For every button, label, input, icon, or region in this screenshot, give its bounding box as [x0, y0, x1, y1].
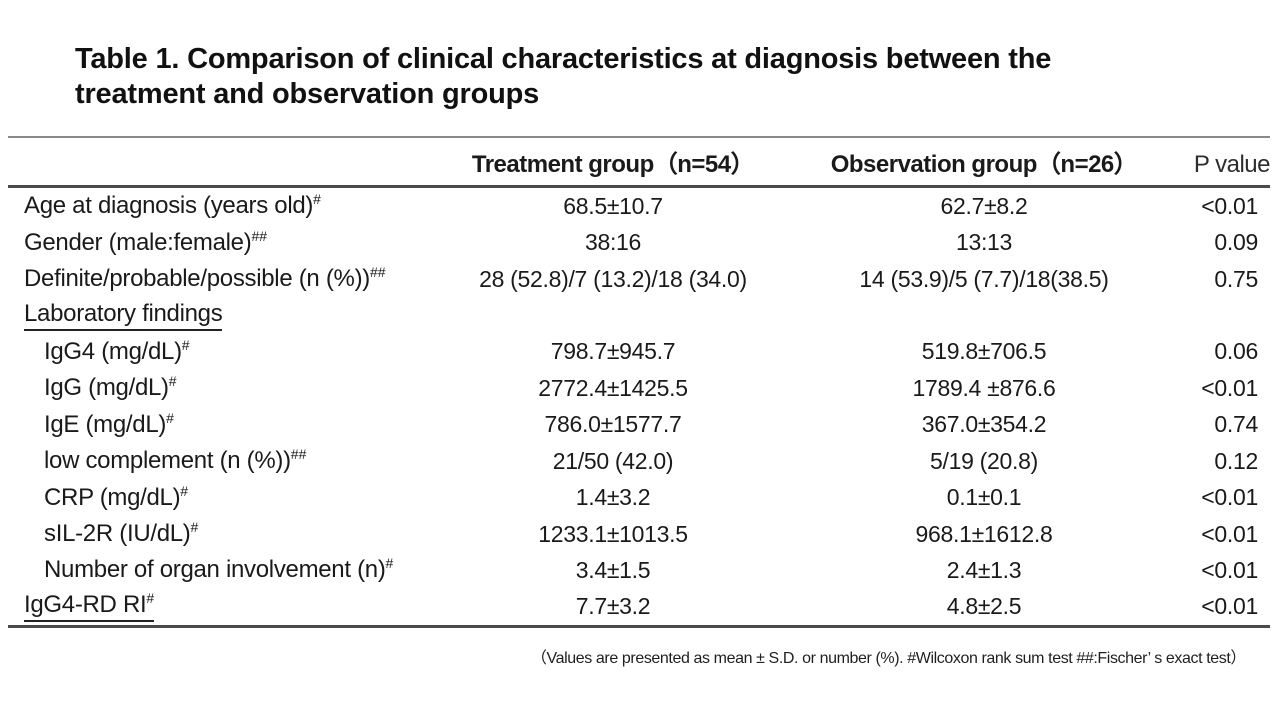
table-title-line1: Table 1. Comparison of clinical characte… [75, 43, 1052, 75]
row-label-text: low complement (n (%)) [44, 447, 291, 475]
row-label: IgG4-RD RI# [8, 590, 438, 623]
table-top-rule [8, 136, 1270, 138]
observation-value: 13:13 [955, 229, 1013, 256]
observation-value: 4.8±2.5 [946, 593, 1022, 620]
table-row-low-complement: low complement (n (%))## 21/50 (42.0) 5/… [8, 443, 1270, 479]
row-label: IgG (mg/dL)# [8, 374, 438, 402]
footnote-marker: # [146, 590, 155, 607]
p-value: <0.01 [1201, 484, 1258, 511]
p-value: <0.01 [1201, 556, 1258, 583]
treatment-value: 1.4±3.2 [575, 484, 651, 511]
treatment-value: 28 (52.8)/7 (13.2)/18 (34.0) [479, 265, 747, 292]
treatment-value: 798.7±945.7 [550, 338, 676, 365]
table-row-gender: Gender (male:female)## 38:16 13:13 0.09 [8, 224, 1270, 260]
row-label: low complement (n (%))## [8, 447, 438, 475]
observation-value: 1789.4 ±876.6 [912, 374, 1056, 401]
treatment-value: 68.5±10.7 [563, 192, 663, 219]
row-label-text: sIL-2R (IU/dL) [44, 520, 191, 547]
footnote-marker: ## [251, 227, 268, 244]
row-label-text: CRP (mg/dL) [44, 483, 181, 511]
table-row-igg: IgG (mg/dL)# 2772.4±1425.5 1789.4 ±876.6… [8, 370, 1270, 406]
treatment-value: 1233.1±1013.5 [538, 520, 688, 547]
observation-value: 519.8±706.5 [921, 338, 1047, 365]
table-title: Table 1. Comparison of clinical characte… [75, 42, 1215, 112]
row-label: Definite/probable/possible (n (%))## [8, 265, 438, 293]
treatment-value: 38:16 [584, 229, 642, 256]
underlined-label: IgG4-RD RI# [24, 590, 155, 623]
row-label-text: IgE (mg/dL) [44, 410, 167, 438]
table-row-sil2r: sIL-2R (IU/dL)# 1233.1±1013.5 968.1±1612… [8, 516, 1270, 552]
treatment-value: 7.7±3.2 [575, 593, 651, 620]
p-value: 0.12 [1214, 447, 1258, 474]
table-row-diagnosis-category: Definite/probable/possible (n (%))## 28 … [8, 261, 1270, 297]
footnote-marker: # [166, 409, 174, 426]
observation-value: 0.1±0.1 [946, 484, 1022, 511]
row-label-text: IgG (mg/dL) [44, 374, 169, 402]
header-p-value: P value [1193, 151, 1271, 178]
p-value: 0.06 [1214, 338, 1258, 365]
observation-value: 5/19 (20.8) [930, 447, 1038, 474]
p-value: <0.01 [1201, 374, 1258, 401]
table-header-row: Treatment group（n=54） Observation group（… [8, 138, 1271, 185]
observation-value: 968.1±1612.8 [915, 520, 1053, 547]
table-header-rule [8, 185, 1270, 188]
footnote-marker: # [180, 482, 189, 499]
row-label-text: Laboratory findings [24, 299, 223, 327]
table-body: Age at diagnosis (years old)# 68.5±10.7 … [8, 188, 1270, 625]
table-row-crp: CRP (mg/dL)# 1.4±3.2 0.1±0.1 <0.01 [8, 479, 1270, 515]
treatment-value: 21/50 (42.0) [552, 447, 674, 474]
p-value: <0.01 [1201, 593, 1258, 620]
row-label: Age at diagnosis (years old)# [8, 192, 438, 220]
footnote-marker: # [181, 336, 190, 353]
row-label: IgE (mg/dL)# [8, 411, 438, 439]
row-label: IgG4 (mg/dL)# [8, 338, 438, 366]
table-row-igg4: IgG4 (mg/dL)# 798.7±945.7 519.8±706.5 0.… [8, 334, 1270, 370]
row-label: CRP (mg/dL)# [8, 484, 438, 512]
p-value: <0.01 [1201, 520, 1258, 547]
section-label: Laboratory findings [8, 300, 438, 331]
row-label-text: IgG4 (mg/dL) [44, 337, 182, 365]
observation-value: 2.4±1.3 [946, 556, 1022, 583]
footnote-marker: # [385, 555, 394, 572]
observation-value: 62.7±8.2 [940, 192, 1028, 219]
treatment-value: 3.4±1.5 [575, 556, 651, 583]
footnote-marker: # [313, 191, 321, 208]
row-label: Gender (male:female)## [8, 229, 438, 257]
row-label-text: Definite/probable/possible (n (%)) [24, 265, 370, 293]
row-label-text: Age at diagnosis (years old) [24, 192, 314, 220]
table-footnote: （Values are presented as mean ± S.D. or … [530, 650, 1246, 667]
row-label-text: IgG4-RD RI [24, 591, 147, 619]
header-treatment-group: Treatment group（n=54） [471, 151, 755, 178]
observation-value: 367.0±354.2 [921, 411, 1047, 438]
table-row-age: Age at diagnosis (years old)# 68.5±10.7 … [8, 188, 1270, 224]
p-value: <0.01 [1201, 192, 1258, 219]
row-label-text: Number of organ involvement (n) [44, 556, 386, 584]
row-label: Number of organ involvement (n)# [8, 556, 438, 584]
p-value: 0.75 [1214, 265, 1258, 292]
row-label-text: Gender (male:female) [24, 228, 252, 256]
treatment-value: 786.0±1577.7 [544, 411, 682, 438]
table-row-organ-involvement: Number of organ involvement (n)# 3.4±1.5… [8, 552, 1270, 588]
observation-value: 14 (53.9)/5 (7.7)/18(38.5) [859, 265, 1109, 292]
header-observation-group: Observation group（n=26） [830, 151, 1138, 178]
footnote-marker: ## [369, 264, 386, 281]
p-value: 0.74 [1214, 411, 1258, 438]
footnote-marker: # [190, 519, 199, 535]
table-title-line2: treatment and observation groups [75, 78, 540, 110]
footnote-marker: ## [290, 446, 307, 463]
table-bottom-rule [8, 625, 1270, 628]
table-row-igg4-rd-ri: IgG4-RD RI# 7.7±3.2 4.8±2.5 <0.01 [8, 589, 1270, 625]
underlined-label: Laboratory findings [24, 299, 223, 331]
footnote-marker: # [168, 373, 177, 390]
treatment-value: 2772.4±1425.5 [538, 374, 688, 401]
table-row-ige: IgE (mg/dL)# 786.0±1577.7 367.0±354.2 0.… [8, 407, 1270, 443]
p-value: 0.09 [1214, 229, 1258, 256]
row-label: sIL-2R (IU/dL)# [8, 520, 438, 548]
table-section-laboratory-findings: Laboratory findings [8, 297, 1270, 333]
